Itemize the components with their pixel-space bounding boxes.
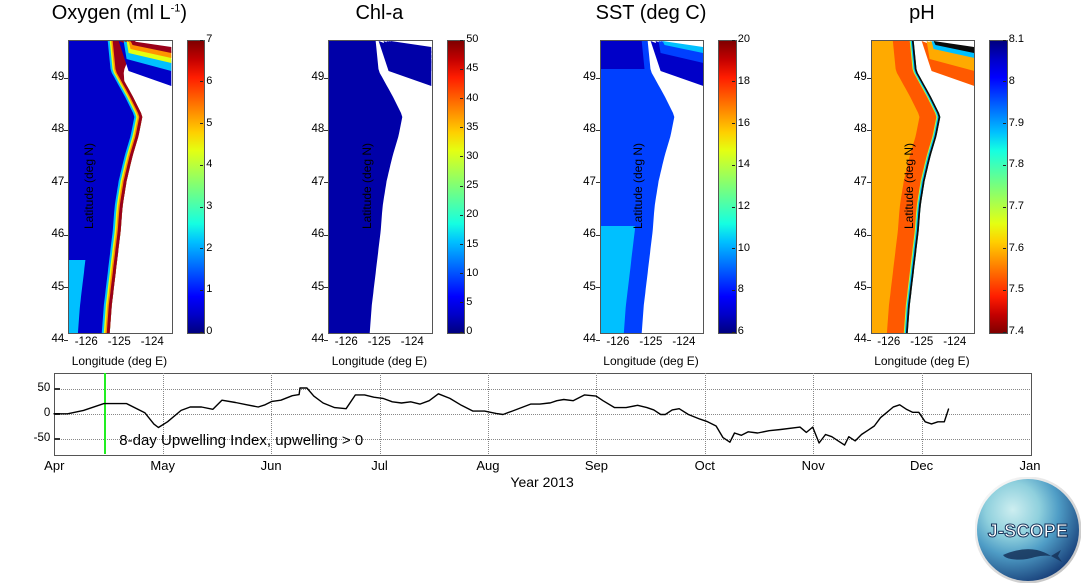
svg-text:J-SCOPE: J-SCOPE <box>988 521 1068 541</box>
